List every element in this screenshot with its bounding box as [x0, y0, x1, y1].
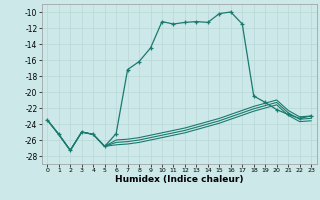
X-axis label: Humidex (Indice chaleur): Humidex (Indice chaleur) — [115, 175, 244, 184]
